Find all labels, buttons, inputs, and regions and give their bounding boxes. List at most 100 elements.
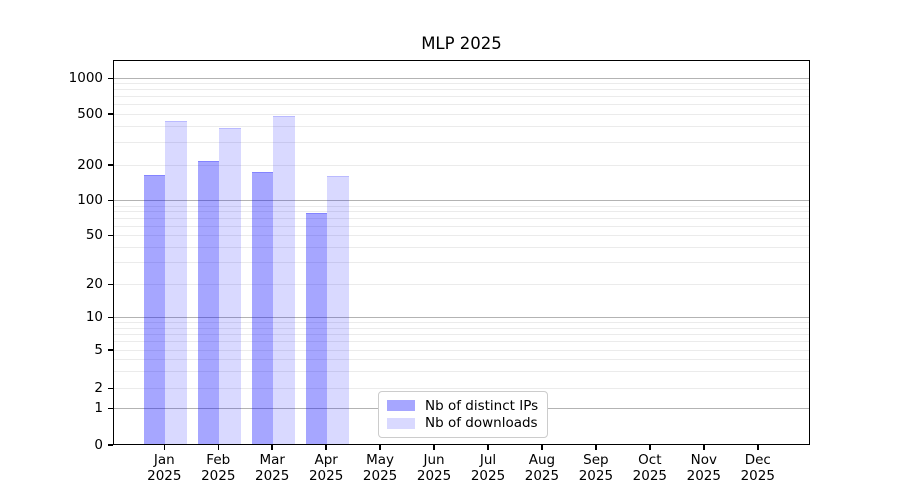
y-tick-mark: [108, 349, 113, 351]
x-tick-label-sep: Sep 2025: [564, 452, 628, 484]
y-tick-mark: [108, 283, 113, 286]
minor-gridline: [114, 225, 809, 227]
minor-gridline: [114, 113, 809, 115]
x-tick-mark: [325, 445, 327, 450]
bar-distinct_ips-mar: [251, 172, 274, 444]
major-gridline: [114, 317, 809, 319]
legend: Nb of distinct IPs Nb of downloads: [378, 391, 549, 438]
minor-gridline: [114, 349, 809, 351]
bar-distinct_ips-apr: [305, 212, 328, 444]
y-tick-label: 500: [77, 105, 103, 122]
x-tick-month: Nov: [690, 452, 717, 468]
minor-gridline: [114, 262, 809, 264]
x-tick-mark: [163, 445, 166, 450]
x-tick-year: 2025: [416, 468, 452, 484]
y-tick-label: 200: [77, 156, 103, 173]
x-tick-label-mar: Mar 2025: [240, 452, 304, 484]
x-tick-mark: [217, 445, 219, 450]
y-tick-label: 0: [94, 436, 103, 453]
minor-gridline: [114, 370, 809, 372]
bar-downloads-apr: [327, 175, 349, 444]
x-tick-month: Oct: [638, 452, 662, 468]
x-tick-mark: [487, 445, 489, 450]
x-tick-mark: [649, 445, 651, 450]
bar-distinct_ips-feb: [197, 161, 220, 444]
minor-gridline: [114, 218, 809, 220]
x-tick-year: 2025: [686, 468, 721, 484]
y-tick-mark: [108, 113, 113, 115]
y-tick-label: 20: [85, 276, 103, 292]
x-tick-mark: [595, 445, 597, 450]
minor-gridline: [114, 211, 809, 213]
chart-title: MLP 2025: [421, 34, 502, 53]
minor-gridline: [114, 327, 809, 329]
minor-gridline: [114, 164, 809, 166]
x-tick-month: Jan: [153, 452, 175, 468]
legend-item-distinct_ips: Nb of distinct IPs: [387, 397, 538, 415]
x-tick-mark: [757, 445, 759, 450]
x-tick-month: Feb: [206, 452, 231, 468]
y-tick-mark: [108, 444, 113, 446]
bar-downloads-feb: [219, 127, 241, 444]
legend-label-downloads: Nb of downloads: [425, 415, 538, 432]
minor-gridline: [114, 205, 809, 207]
x-tick-mark: [541, 445, 543, 450]
x-tick-year: 2025: [362, 468, 398, 484]
x-tick-month: Sep: [583, 452, 609, 468]
y-tick-mark: [108, 387, 113, 390]
x-tick-year: 2025: [470, 468, 506, 484]
x-tick-mark: [379, 445, 381, 450]
y-tick-mark: [108, 234, 113, 237]
x-tick-year: 2025: [308, 468, 344, 484]
y-tick-label: 100: [77, 192, 103, 209]
x-tick-month: Jun: [423, 452, 445, 468]
x-tick-label-aug: Aug 2025: [510, 452, 574, 484]
minor-gridline: [114, 341, 809, 342]
minor-gridline: [114, 247, 809, 249]
x-tick-month: Apr: [314, 452, 338, 468]
y-tick-label: 10: [85, 309, 103, 326]
minor-gridline: [114, 89, 809, 91]
y-tick-mark: [108, 164, 113, 166]
minor-gridline: [114, 388, 809, 389]
x-tick-month: Mar: [259, 452, 285, 468]
y-tick-mark: [108, 316, 113, 319]
y-tick-label: 1: [94, 400, 103, 416]
x-tick-year: 2025: [201, 468, 236, 484]
legend-swatch-distinct_ips: [387, 400, 415, 412]
x-tick-label-jan: Jan 2025: [132, 452, 196, 484]
x-tick-mark: [433, 445, 435, 450]
y-tick-label: 2: [94, 380, 103, 396]
legend-swatch-downloads: [387, 417, 415, 429]
x-tick-month: May: [366, 452, 395, 468]
y-tick-mark: [108, 199, 113, 202]
plot-area: [113, 60, 810, 445]
minor-gridline: [114, 333, 809, 335]
x-tick-year: 2025: [578, 468, 614, 484]
major-gridline: [114, 200, 809, 202]
minor-gridline: [114, 125, 809, 127]
legend-label-distinct_ips: Nb of distinct IPs: [425, 397, 539, 414]
bar-distinct_ips-jan: [143, 174, 166, 444]
x-tick-label-feb: Feb 2025: [186, 452, 250, 484]
minor-gridline: [114, 358, 809, 360]
x-tick-label-jul: Jul 2025: [456, 452, 520, 484]
x-tick-month: Jul: [479, 452, 497, 468]
y-tick-mark: [108, 407, 113, 410]
minor-gridline: [114, 96, 809, 98]
y-tick-label: 5: [94, 341, 103, 358]
bar-downloads-mar: [273, 115, 295, 444]
x-tick-mark: [271, 445, 273, 450]
x-tick-year: 2025: [632, 468, 668, 484]
minor-gridline: [114, 284, 809, 285]
x-tick-year: 2025: [524, 468, 560, 484]
y-tick-label: 1000: [68, 69, 103, 86]
minor-gridline: [114, 104, 809, 106]
x-tick-label-jun: Jun 2025: [402, 452, 466, 484]
x-tick-year: 2025: [255, 468, 290, 484]
x-tick-mark: [703, 445, 705, 450]
x-tick-label-apr: Apr 2025: [294, 452, 358, 484]
minor-gridline: [114, 83, 809, 85]
minor-gridline: [114, 141, 809, 143]
